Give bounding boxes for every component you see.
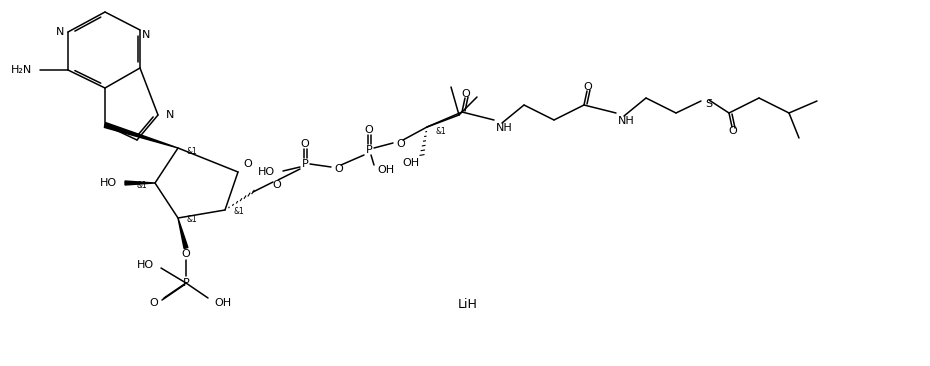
Text: O: O (728, 126, 737, 136)
Text: HO: HO (258, 167, 275, 177)
Text: O: O (243, 159, 252, 169)
Text: P: P (365, 145, 372, 155)
Text: NH: NH (496, 123, 512, 133)
Text: O: O (181, 249, 191, 259)
Text: &1: &1 (233, 208, 244, 217)
Text: N: N (141, 30, 150, 40)
Text: O: O (300, 139, 310, 149)
Polygon shape (104, 123, 178, 148)
Text: N: N (56, 27, 64, 37)
Text: P: P (182, 278, 190, 288)
Text: O: O (584, 82, 592, 92)
Text: &1: &1 (137, 180, 147, 190)
Text: HO: HO (137, 260, 154, 270)
Text: NH: NH (618, 116, 635, 126)
Text: O: O (396, 139, 405, 149)
Text: O: O (149, 298, 158, 308)
Text: O: O (461, 89, 471, 99)
Text: O: O (272, 180, 282, 190)
Text: &1: &1 (186, 216, 197, 224)
Text: LiH: LiH (458, 299, 478, 311)
Polygon shape (125, 181, 155, 185)
Text: O: O (365, 125, 373, 135)
Text: H₂N: H₂N (11, 65, 32, 75)
Text: O: O (335, 164, 343, 174)
Text: OH: OH (402, 158, 419, 168)
Text: P: P (301, 159, 309, 169)
Text: OH: OH (377, 165, 394, 175)
Text: &1: &1 (435, 127, 445, 137)
Polygon shape (178, 218, 188, 249)
Text: HO: HO (100, 178, 117, 188)
Text: &1: &1 (186, 146, 197, 156)
Text: S: S (705, 99, 712, 109)
Text: N: N (166, 110, 175, 120)
Text: OH: OH (214, 298, 232, 308)
